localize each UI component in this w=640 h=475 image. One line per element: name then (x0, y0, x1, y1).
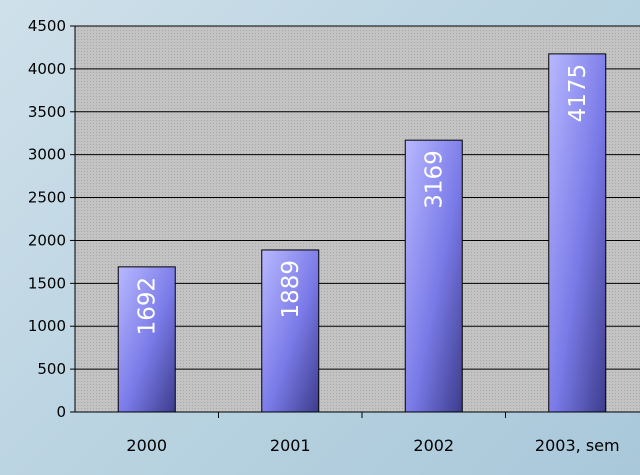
bar-2003sem (548, 53, 607, 413)
y-tick-label: 500 (37, 360, 66, 378)
y-tick-label: 0 (56, 403, 66, 421)
y-tick-label: 1000 (28, 317, 66, 335)
data-label: 4175 (565, 64, 591, 123)
labels: 0 500 1000 1500 2000 2500 3000 3500 4000 4500 2000… (28, 17, 620, 455)
bar-2000 (117, 266, 176, 413)
data-label: 3169 (422, 150, 448, 209)
x-tick-label: 2003, sem (535, 436, 620, 455)
x-tick-label: 2000 (126, 436, 167, 455)
y-tick-label: 4000 (28, 60, 66, 78)
x-tick-label: 2002 (413, 436, 454, 455)
bar-2001 (261, 249, 320, 413)
y-tick-label: 3500 (28, 103, 66, 121)
y-tick-label: 1500 (28, 274, 66, 292)
data-label: 1889 (278, 260, 304, 319)
y-tick-label: 2500 (28, 189, 66, 207)
y-tick-label: 2000 (28, 231, 66, 249)
bar-2002 (404, 139, 463, 413)
axes (70, 25, 640, 418)
data-label: 1692 (135, 277, 161, 336)
x-tick-label: 2001 (270, 436, 311, 455)
bars (117, 53, 607, 413)
y-tick-label: 4500 (28, 17, 66, 35)
y-tick-label: 3000 (28, 146, 66, 164)
